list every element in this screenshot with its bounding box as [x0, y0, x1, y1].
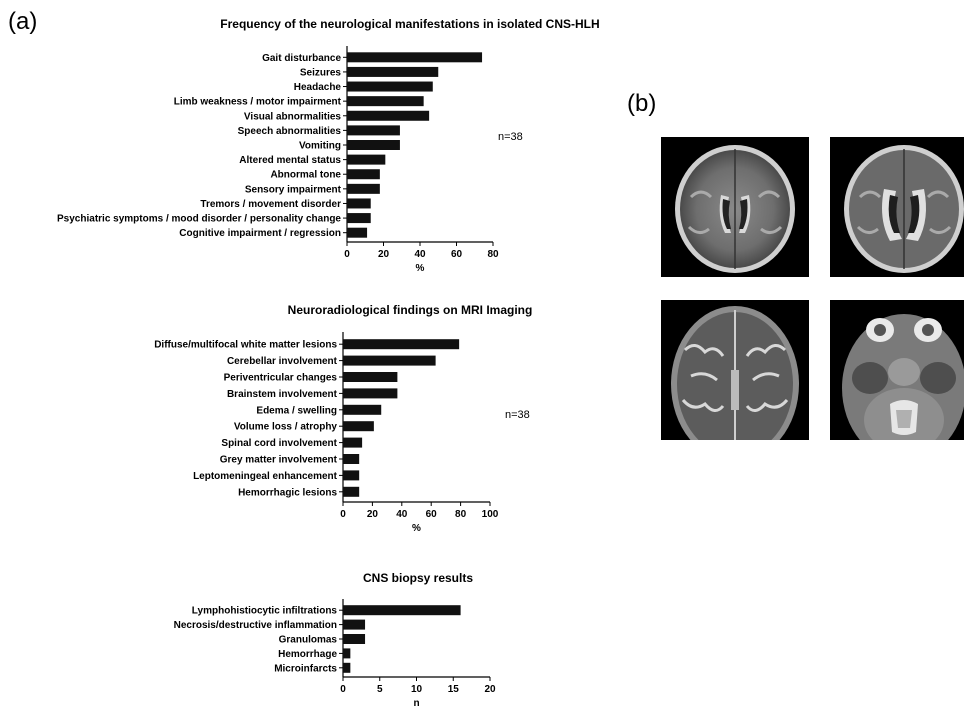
chart-title: Frequency of the neurological manifestat… — [220, 17, 599, 31]
bar — [347, 66, 439, 77]
bar — [343, 404, 382, 415]
bar — [343, 355, 436, 366]
bar — [347, 213, 371, 224]
chart-title: Neuroradiological findings on MRI Imagin… — [288, 303, 533, 317]
x-tick-label: 20 — [367, 509, 379, 520]
panel-label-a: (a) — [8, 8, 38, 35]
category-label: Cognitive impairment / regression — [179, 228, 341, 239]
bar — [347, 169, 380, 180]
bar — [347, 110, 430, 121]
category-label: Brainstem involvement — [227, 389, 338, 400]
bar — [347, 183, 380, 194]
category-label: Hemorrhagic lesions — [238, 487, 337, 498]
bar — [343, 372, 398, 382]
category-label: Grey matter involvement — [220, 455, 338, 466]
category-label: Microinfarcts — [274, 663, 337, 674]
chart-title: CNS biopsy results — [363, 571, 473, 585]
x-axis-label: n — [413, 698, 419, 709]
category-label: Diffuse/multifocal white matter lesions — [154, 340, 337, 351]
x-tick-label: 0 — [340, 509, 346, 520]
bar — [347, 96, 424, 107]
bar — [343, 486, 360, 497]
bar — [347, 52, 483, 63]
chart-mri-findings: Neuroradiological findings on MRI Imagin… — [154, 303, 533, 534]
bar — [343, 605, 461, 616]
category-label: Periventricular changes — [224, 373, 338, 384]
bar — [347, 154, 386, 165]
category-label: Hemorrhage — [278, 649, 337, 660]
category-label: Leptomeningeal enhancement — [193, 471, 338, 482]
x-tick-label: 80 — [455, 509, 467, 520]
x-tick-label: 0 — [344, 249, 350, 260]
x-tick-label: 0 — [340, 684, 346, 695]
category-label: Limb weakness / motor impairment — [174, 97, 342, 108]
x-tick-label: 60 — [451, 249, 463, 260]
category-label: Visual abnormalities — [244, 111, 342, 122]
bar — [347, 227, 368, 238]
x-tick-label: 40 — [414, 249, 426, 260]
category-label: Vomiting — [299, 141, 341, 152]
x-tick-label: 100 — [482, 509, 499, 520]
category-label: Sensory impairment — [245, 184, 342, 195]
category-label: Granulomas — [279, 635, 338, 646]
category-label: Headache — [294, 82, 342, 93]
bar — [347, 81, 433, 92]
category-label: Edema / swelling — [256, 405, 337, 416]
x-axis-label: % — [416, 263, 425, 274]
category-label: Tremors / movement disorder — [200, 199, 341, 210]
bar — [343, 454, 360, 464]
category-label: Spinal cord involvement — [221, 438, 337, 449]
bar — [347, 125, 400, 136]
category-label: Abnormal tone — [270, 170, 341, 181]
x-tick-label: 60 — [426, 509, 438, 520]
chart-cns-biopsy: CNS biopsy results Lymphohistiocytic infi… — [174, 571, 496, 709]
bar — [343, 388, 398, 399]
category-label: Seizures — [300, 67, 342, 78]
category-label: Gait disturbance — [262, 53, 341, 64]
bar — [347, 140, 400, 150]
x-axis-label: % — [412, 523, 421, 534]
x-tick-label: 15 — [448, 684, 460, 695]
x-tick-label: 5 — [377, 684, 383, 695]
x-tick-label: 20 — [484, 684, 496, 695]
bar — [343, 648, 351, 659]
mri-image-t2-1 — [661, 300, 809, 440]
bar — [343, 339, 460, 350]
category-label: Necrosis/destructive inflammation — [174, 620, 337, 631]
category-label: Altered mental status — [239, 155, 341, 166]
x-tick-label: 80 — [487, 249, 499, 260]
bar — [343, 619, 366, 630]
category-label: Psychiatric symptoms / mood disorder / p… — [57, 214, 341, 225]
bar — [343, 634, 366, 644]
category-label: Lymphohistiocytic infiltrations — [192, 606, 338, 617]
bar — [343, 470, 360, 481]
category-label: Speech abnormalities — [238, 126, 342, 137]
x-tick-label: 40 — [396, 509, 408, 520]
bar — [343, 662, 351, 673]
bar — [343, 437, 363, 448]
mri-image-t2-posterior-fossa — [830, 300, 964, 440]
panel-label-b: (b) — [627, 90, 657, 117]
sample-size-annotation: n=38 — [505, 409, 530, 421]
x-tick-label: 10 — [411, 684, 423, 695]
bar — [343, 421, 374, 432]
chart-neurological-manifestations: Frequency of the neurological manifestat… — [57, 17, 600, 274]
category-label: Volume loss / atrophy — [234, 422, 338, 433]
x-tick-label: 20 — [378, 249, 390, 260]
mri-image-flair-2 — [830, 137, 964, 277]
category-label: Cerebellar involvement — [227, 356, 338, 367]
sample-size-annotation: n=38 — [498, 131, 523, 143]
bar — [347, 198, 371, 209]
mri-image-flair-1 — [661, 137, 809, 277]
